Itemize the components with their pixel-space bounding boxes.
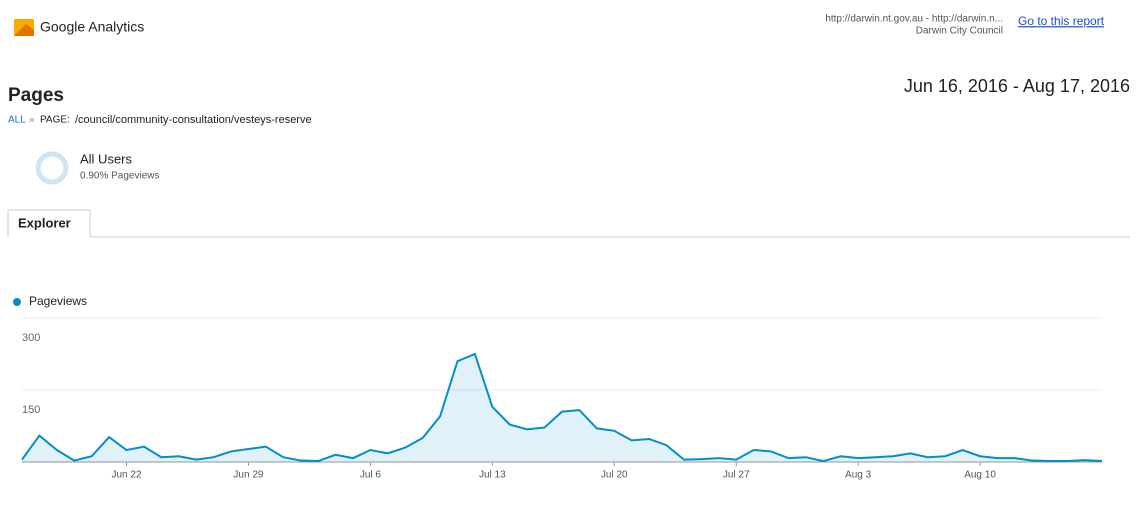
report-link[interactable]: Go to this report: [1018, 14, 1105, 28]
brand: Google Analytics: [40, 19, 144, 35]
account-name: Darwin City Council: [916, 26, 1003, 37]
logo: [14, 19, 34, 36]
segment-share: 0.90% Pageviews: [80, 171, 160, 182]
x-tick-label: Aug 10: [964, 470, 996, 481]
area: [22, 354, 1102, 462]
page-title: Pages: [8, 85, 64, 106]
breadcrumb-page: /council/community-consultation/vesteys-…: [75, 114, 312, 126]
x-tick-label: Jul 27: [723, 470, 750, 481]
line: [21, 352, 1103, 463]
y-tick-label: 300: [22, 332, 40, 344]
segment-name[interactable]: All Users: [80, 151, 133, 166]
x-tick-label: Jul 13: [479, 470, 506, 481]
x-tick-label: Jun 29: [233, 470, 263, 481]
x-tick-label: Jun 22: [112, 470, 142, 481]
legend-label: Pageviews: [29, 294, 87, 308]
x-tick-label: Jul 6: [360, 470, 382, 481]
legend-dot: [13, 298, 21, 306]
x-tick-label: Aug 3: [845, 470, 872, 481]
breadcrumb-root[interactable]: ALL: [8, 115, 26, 126]
breadcrumb-prefix: PAGE:: [40, 115, 70, 126]
date-range: Jun 16, 2016 - Aug 17, 2016: [904, 76, 1130, 96]
y-tick-label: 150: [22, 404, 40, 416]
segment-ring: [35, 151, 69, 185]
property-url: http://darwin.nt.gov.au - http://darwin.…: [825, 14, 1003, 25]
x-tick-label: Jul 20: [601, 470, 628, 481]
breadcrumb-sep: »: [29, 115, 35, 126]
tab-frame: [7, 209, 1130, 238]
tab-explorer[interactable]: Explorer: [18, 215, 71, 230]
